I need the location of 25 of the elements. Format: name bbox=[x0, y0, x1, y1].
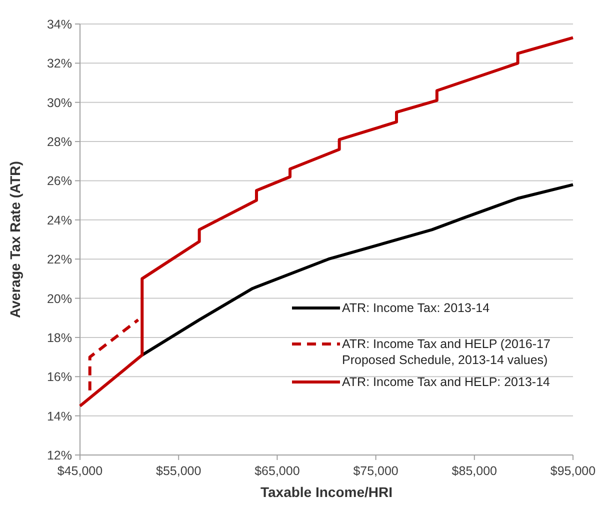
y-tick-label: 14% bbox=[46, 409, 72, 424]
x-axis-title: Taxable Income/HRI bbox=[260, 484, 393, 500]
y-axis-title: Average Tax Rate (ATR) bbox=[7, 161, 23, 318]
legend-label: ATR: Income Tax and HELP (2016-17 Proposed Schedule, 2013-14 values) bbox=[342, 337, 550, 367]
legend-label: ATR: Income Tax and HELP: 2013-14 bbox=[342, 375, 550, 389]
x-tick-label: $65,000 bbox=[254, 464, 300, 478]
x-tick-label: $85,000 bbox=[452, 464, 498, 478]
y-tick-label: 28% bbox=[46, 135, 72, 150]
x-tick-label: $45,000 bbox=[57, 464, 103, 478]
x-tick-label: $95,000 bbox=[550, 464, 596, 478]
x-tick-label: $55,000 bbox=[156, 464, 202, 478]
x-tick-label: $75,000 bbox=[353, 464, 398, 478]
y-tick-label: 16% bbox=[46, 370, 72, 384]
y-tick-label: 18% bbox=[46, 330, 72, 345]
legend-label: ATR: Income Tax: 2013-14 bbox=[342, 301, 490, 315]
y-tick-label: 26% bbox=[46, 174, 72, 188]
line-series bbox=[140, 183, 574, 357]
line-series bbox=[78, 36, 574, 408]
y-tick-label: 24% bbox=[46, 213, 72, 228]
y-tick-label: 30% bbox=[46, 96, 72, 110]
y-tick-label: 32% bbox=[46, 56, 72, 71]
y-tick-label: 34% bbox=[46, 18, 72, 32]
y-tick-label: 12% bbox=[46, 448, 72, 462]
y-tick-label: 22% bbox=[46, 252, 72, 267]
y-tick-label: 20% bbox=[46, 292, 72, 306]
